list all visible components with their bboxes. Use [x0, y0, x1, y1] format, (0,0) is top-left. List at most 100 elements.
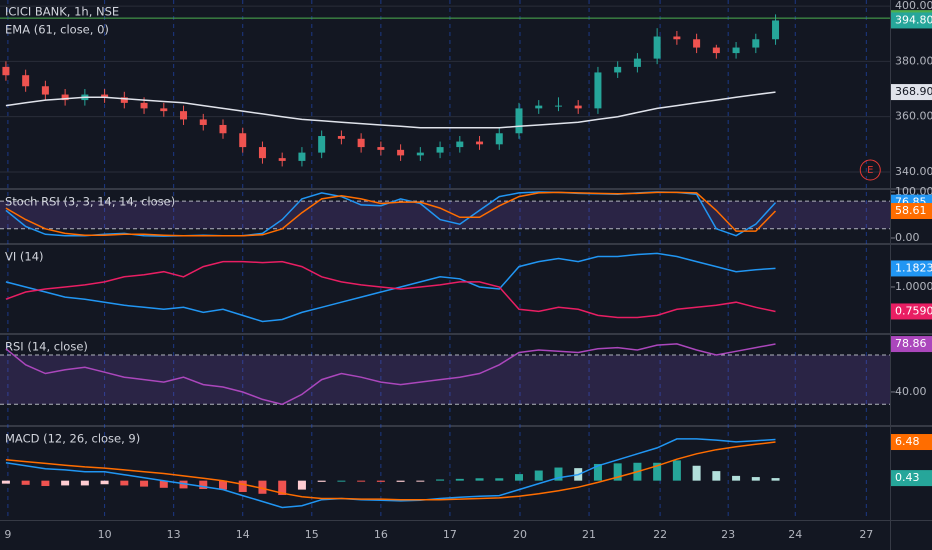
histogram-bar: [692, 465, 701, 481]
candle-body: [357, 138, 365, 148]
x-tick-label: 22: [653, 528, 667, 541]
histogram-bar: [337, 480, 346, 482]
candle-body: [653, 36, 661, 59]
y-tick-label: 40.00: [895, 385, 927, 398]
histogram-bar: [278, 480, 287, 495]
histogram-bar: [515, 474, 524, 481]
y-tick-label: 380.00: [895, 54, 932, 67]
histogram-bar: [376, 480, 385, 482]
candle-body: [140, 102, 148, 109]
candle-body: [397, 149, 405, 156]
histogram-bar: [396, 480, 405, 482]
x-tick-label: 16: [374, 528, 388, 541]
series-line: [5, 191, 777, 237]
candle-body: [2, 66, 10, 76]
histogram-bar: [712, 471, 721, 481]
last-value-box: [891, 12, 932, 29]
candle-body: [41, 86, 49, 95]
candle-body: [673, 36, 681, 40]
histogram-bar: [159, 480, 168, 488]
histogram-bar: [258, 480, 267, 494]
x-tick-label: 23: [721, 528, 735, 541]
histogram-bar: [1, 480, 10, 484]
histogram-bar: [218, 480, 227, 490]
histogram-bar: [238, 480, 247, 492]
histogram-bar: [455, 478, 464, 481]
candle-body: [732, 47, 740, 54]
histogram-bar: [672, 460, 681, 481]
last-value-label: 6.48: [895, 435, 920, 448]
last-value-label: 0.7590: [895, 304, 932, 317]
y-tick-label: 340.00: [895, 165, 932, 178]
last-value-label: 78.86: [895, 337, 927, 350]
candle-body: [318, 136, 326, 153]
candle-body: [515, 108, 523, 134]
x-tick-label: 14: [236, 528, 250, 541]
series-line: [5, 441, 776, 501]
candle-body: [22, 75, 30, 87]
series-line: [5, 343, 776, 406]
candle-body: [61, 94, 69, 101]
series-line: [5, 91, 776, 129]
histogram-bar: [140, 480, 149, 487]
series-line: [5, 438, 776, 509]
band-fill: [0, 201, 890, 229]
candle-body: [199, 119, 207, 125]
x-tick-label: 27: [859, 528, 873, 541]
histogram-bar: [179, 480, 188, 489]
x-tick-label: 17: [443, 528, 457, 541]
candle-body: [495, 133, 503, 145]
histogram-bar: [593, 463, 602, 481]
histogram-bar: [317, 480, 326, 482]
panel-title: Stoch RSI (3, 3, 14, 14, close): [5, 195, 175, 209]
candle-body: [101, 94, 109, 98]
candle-body: [693, 39, 701, 48]
y-tick-label: 400.00: [895, 0, 932, 12]
histogram-bar: [495, 478, 504, 481]
candle-body: [120, 97, 128, 103]
histogram-bar: [771, 478, 780, 481]
histogram-bar: [416, 480, 425, 482]
histogram-bar: [732, 475, 741, 481]
candle-body: [535, 105, 543, 109]
candle-body: [436, 147, 444, 153]
candle-body: [258, 147, 266, 159]
y-tick-label: 0.00: [895, 231, 920, 244]
histogram-bar: [61, 480, 70, 486]
candle-body: [456, 141, 464, 148]
series-name: EMA (61, close, 0): [5, 23, 109, 37]
candle-body: [554, 105, 562, 107]
last-value-box: [891, 303, 932, 320]
candle-body: [574, 105, 582, 109]
candle-body: [298, 152, 306, 161]
histogram-bar: [357, 480, 366, 482]
candle-body: [712, 47, 720, 54]
histogram-bar: [475, 478, 484, 481]
event-label: E: [867, 165, 873, 176]
x-tick-label: 13: [167, 528, 181, 541]
series-line: [5, 260, 776, 319]
last-value-label: 58.61: [895, 204, 927, 217]
candle-body: [594, 72, 602, 109]
last-value-label: 368.90: [895, 85, 932, 98]
histogram-bar: [199, 480, 208, 489]
candle-body: [614, 66, 622, 73]
histogram-bar: [41, 480, 50, 487]
last-value-label: 394.80: [895, 13, 932, 26]
candle-body: [239, 133, 247, 148]
candle-body: [278, 158, 286, 161]
last-value-box: [891, 336, 932, 353]
candle-body: [416, 152, 424, 156]
y-tick-label: 360.00: [895, 110, 932, 123]
series-line: [5, 252, 776, 323]
candle-body: [752, 39, 760, 48]
event-marker: [859, 159, 881, 181]
candle-body: [160, 108, 168, 112]
histogram-bar: [751, 477, 760, 481]
histogram-bar: [120, 480, 129, 486]
histogram-bar: [653, 462, 662, 481]
x-tick-label: 20: [513, 528, 527, 541]
x-tick-label: 9: [4, 528, 11, 541]
